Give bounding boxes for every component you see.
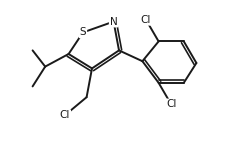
Text: Cl: Cl [60, 110, 70, 120]
Text: Cl: Cl [166, 99, 176, 109]
Text: Cl: Cl [141, 15, 151, 25]
Text: N: N [110, 17, 118, 27]
Text: S: S [80, 27, 86, 37]
